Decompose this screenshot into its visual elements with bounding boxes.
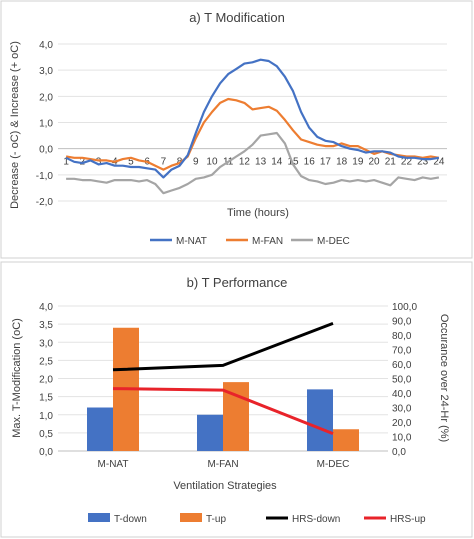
chart-b-x-tick-labels: M-NAT M-FAN M-DEC xyxy=(98,459,350,470)
chart-a-frame xyxy=(0,0,473,259)
chart-panel-b: b) T Performance 4,0 3,5 3,0 2,5 2,0 1,5 1,0 0,… xyxy=(0,261,473,538)
chart-a-x-tick-label: 1 xyxy=(63,157,69,168)
chart-b-x-tick-label: M-DEC xyxy=(317,459,350,470)
chart-a-x-tick-label: 7 xyxy=(161,157,167,168)
chart-b-y2-tick-label: 0,0 xyxy=(392,447,406,458)
chart-a-y-tick-label: 2,0 xyxy=(39,92,53,103)
chart-a-y-tick-label: 0,0 xyxy=(39,145,53,156)
chart-b-y2-tick-label: 20,0 xyxy=(392,418,412,429)
chart-b-series-line-hrs-up xyxy=(112,387,334,435)
chart-a-x-tick-label: 16 xyxy=(304,157,316,168)
chart-a-legend-label: M-FAN xyxy=(252,236,283,247)
chart-a-x-tick-label: 3 xyxy=(96,157,102,168)
chart-b-y2-tick-label: 80,0 xyxy=(392,331,412,342)
chart-b-y2-axis-label: Occurance over 24-Hr (%) xyxy=(438,314,450,442)
chart-b-y-tick-label: 1,5 xyxy=(39,393,53,404)
chart-b-y2-tick-label: 40,0 xyxy=(392,389,412,400)
chart-b-legend-label: T-up xyxy=(206,514,226,525)
chart-b-y-tick-label: 2,0 xyxy=(39,375,53,386)
chart-b-y-tick-label: 0,0 xyxy=(39,447,53,458)
chart-a-x-tick-label: 19 xyxy=(352,157,364,168)
chart-a-x-axis-label: Time (hours) xyxy=(227,207,289,219)
chart-b-legend-swatch xyxy=(180,513,202,522)
chart-b-legend-swatch xyxy=(88,513,110,522)
chart-b-y2-tick-label: 30,0 xyxy=(392,404,412,415)
chart-a-x-tick-label: 9 xyxy=(193,157,199,168)
chart-b-y2-tick-label: 90,0 xyxy=(392,317,412,328)
chart-a-legend: M-NAT M-FAN M-DEC xyxy=(150,236,350,247)
chart-b-y-tick-labels: 4,0 3,5 3,0 2,5 2,0 1,5 1,0 0,5 0,0 xyxy=(39,302,53,458)
chart-b-bar-t-down xyxy=(87,407,113,451)
chart-b-bar-t-up xyxy=(223,382,249,451)
chart-a-y-tick-labels: 4,0 3,0 2,0 1,0 0,0 -1,0 -2,0 xyxy=(36,40,54,208)
chart-a-x-tick-label: 21 xyxy=(385,157,397,168)
chart-b-y2-tick-labels: 100,0 90,0 80,0 70,0 60,0 50,0 40,0 30,0 20,0 10,… xyxy=(392,302,417,458)
chart-b-y2-tick-label: 10,0 xyxy=(392,433,412,444)
chart-b-y-tick-label: 2,5 xyxy=(39,356,53,367)
chart-a-x-tick-label: 24 xyxy=(433,157,445,168)
chart-b-series-lines xyxy=(112,321,334,435)
chart-a-y-tick-label: -2,0 xyxy=(36,197,54,208)
chart-a-gridlines xyxy=(58,43,447,202)
chart-a-x-tick-label: 14 xyxy=(271,157,283,168)
chart-a-y-axis-label: Decrease (- oC) & Increase (+ oC) xyxy=(9,41,21,209)
chart-a-y-tick-label: -1,0 xyxy=(36,171,54,182)
chart-a-x-tick-label: 12 xyxy=(239,157,251,168)
chart-b-y-tick-label: 3,5 xyxy=(39,320,53,331)
chart-b-legend-label: HRS-down xyxy=(292,514,340,525)
chart-a-series-line-m-nat xyxy=(65,58,440,179)
chart-a-x-tick-label: 5 xyxy=(128,157,134,168)
chart-b-y-tick-label: 3,0 xyxy=(39,338,53,349)
chart-b-legend-label: T-down xyxy=(114,514,147,525)
chart-b-series-line-hrs-down xyxy=(112,321,334,372)
chart-a-x-tick-label: 13 xyxy=(255,157,267,168)
chart-b-bar-t-down xyxy=(197,414,223,451)
chart-b-y-axis-label: Max. T-Modification (oC) xyxy=(11,318,23,438)
chart-b-y2-tick-label: 100,0 xyxy=(392,302,417,313)
chart-b-y2-tick-label: 70,0 xyxy=(392,346,412,357)
chart-panel-a: a) T Modification 4,0 3,0 2,0 1,0 0,0 -1,0 -2,… xyxy=(0,0,473,259)
chart-a-x-tick-label: 10 xyxy=(206,157,218,168)
chart-a-x-tick-label: 20 xyxy=(369,157,381,168)
chart-a-x-tick-label: 23 xyxy=(417,157,429,168)
chart-a-series-line-m-dec xyxy=(66,131,440,195)
chart-b-y-tick-label: 4,0 xyxy=(39,302,53,313)
chart-b-title: b) T Performance xyxy=(187,275,288,290)
chart-b-bar-t-down xyxy=(307,389,333,451)
chart-b-x-tick-label: M-NAT xyxy=(98,459,129,470)
chart-a-y-tick-label: 4,0 xyxy=(39,40,53,51)
chart-a-x-tick-label: 18 xyxy=(336,157,348,168)
chart-a-x-tick-label: 17 xyxy=(320,157,332,168)
chart-a-y-tick-label: 3,0 xyxy=(39,66,53,77)
chart-b-y-tick-label: 0,5 xyxy=(39,429,53,440)
chart-a-y-tick-label: 1,0 xyxy=(39,119,53,130)
chart-b-x-axis-label: Ventilation Strategies xyxy=(173,480,277,492)
chart-b-y2-tick-label: 50,0 xyxy=(392,375,412,386)
chart-b-legend: T-down T-up HRS-down HRS-up xyxy=(88,513,426,525)
chart-b-bars xyxy=(87,327,359,451)
chart-b-y-tick-label: 1,0 xyxy=(39,411,53,422)
chart-b-bar-t-up xyxy=(333,429,359,451)
chart-a-legend-label: M-NAT xyxy=(176,236,207,247)
chart-b-y2-tick-label: 60,0 xyxy=(392,360,412,371)
chart-a-title: a) T Modification xyxy=(189,10,285,25)
chart-a-series-line-m-fan xyxy=(65,97,440,171)
chart-a-legend-label: M-DEC xyxy=(317,236,350,247)
chart-a-series-lines xyxy=(65,58,440,195)
chart-b-x-tick-label: M-FAN xyxy=(207,459,238,470)
chart-a-x-tick-label: 22 xyxy=(401,157,413,168)
chart-b-legend-label: HRS-up xyxy=(390,514,426,525)
